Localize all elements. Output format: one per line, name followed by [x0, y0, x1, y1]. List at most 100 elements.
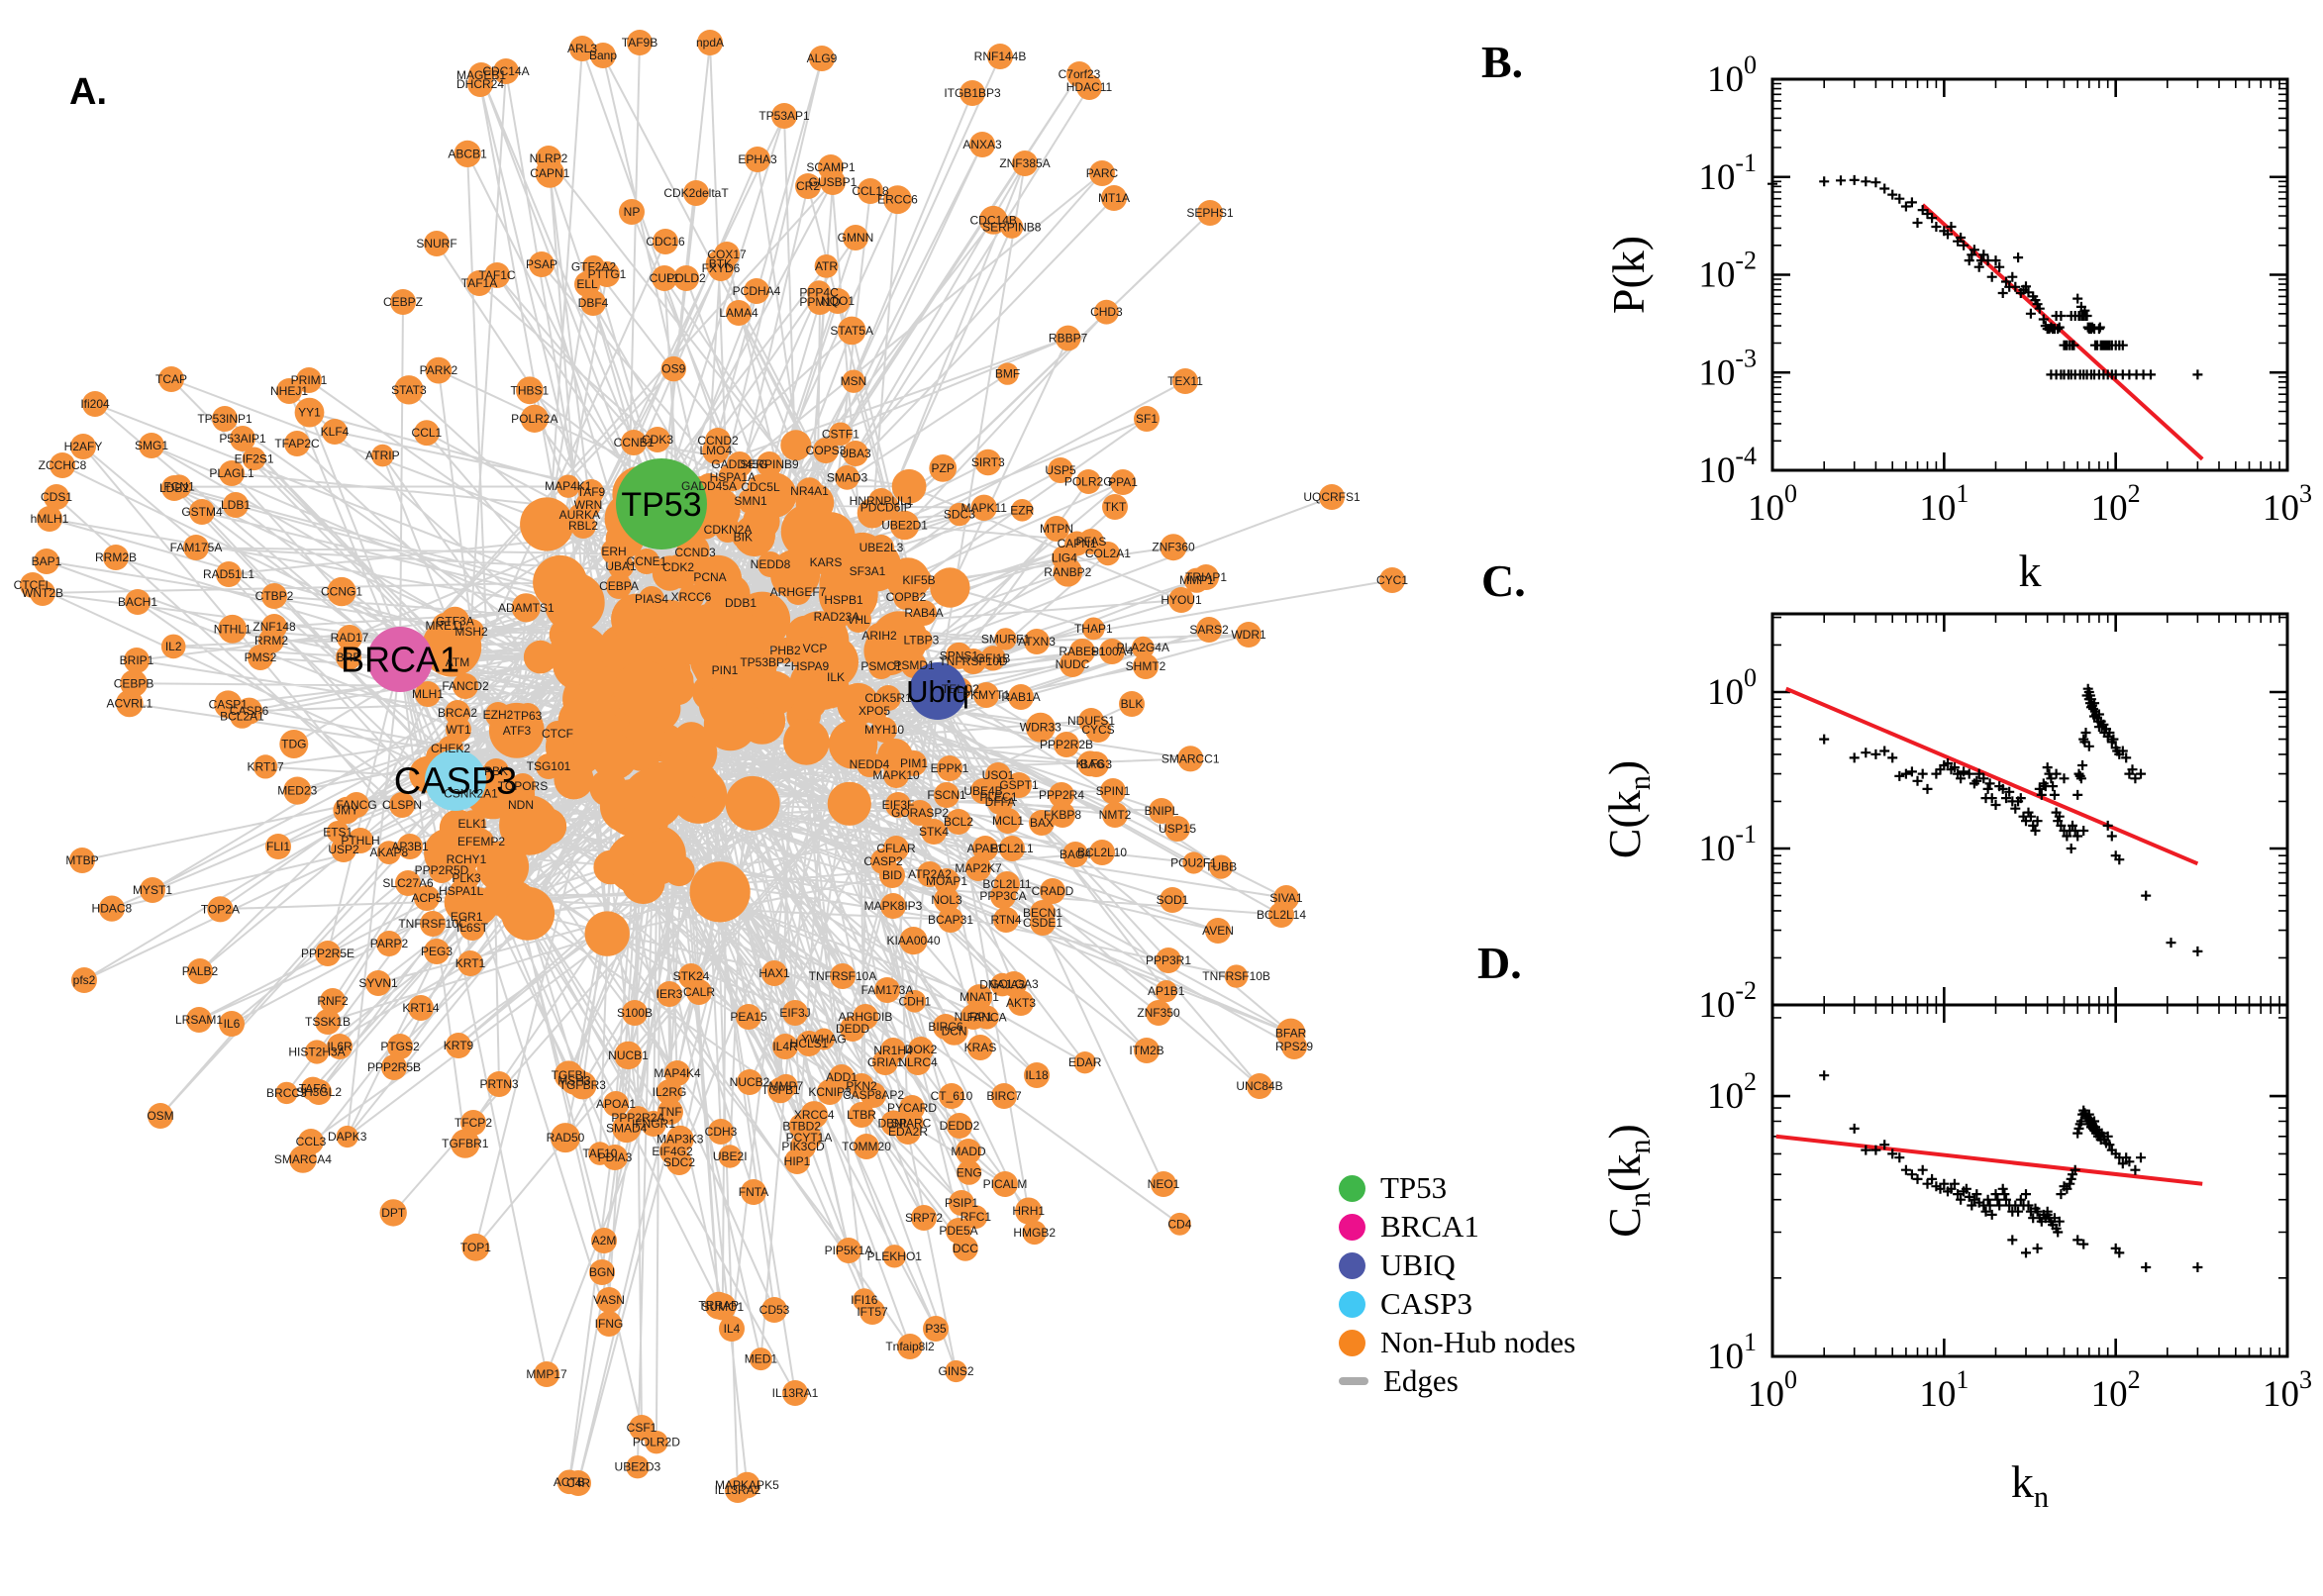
non-hub-node [284, 431, 310, 456]
non-hub-node [1094, 299, 1119, 325]
non-hub-node [1134, 406, 1160, 432]
gene-label: BLK [1121, 697, 1144, 711]
non-hub-node [387, 1034, 413, 1059]
gene-label: XRCC4 [794, 1108, 835, 1122]
non-hub-node [963, 1205, 988, 1229]
non-hub-node [937, 755, 962, 781]
gene-label: EPPK1 [931, 761, 969, 775]
non-hub-node [1160, 534, 1187, 561]
non-hub-node [835, 464, 859, 490]
non-hub-node [545, 721, 570, 747]
non-hub-node [379, 1199, 407, 1227]
gene-label: ITGB1BP3 [944, 86, 1001, 100]
non-hub-node [1085, 717, 1111, 743]
non-hub-node [580, 290, 606, 316]
gene-label: RPS29 [1275, 1040, 1313, 1053]
gene-label: PPP3R1 [1146, 953, 1191, 967]
hub-node-tp53 [616, 458, 707, 549]
non-hub-node [451, 1129, 480, 1158]
gene-label: MT1A [1098, 191, 1130, 205]
gene-label: BFAR [1275, 1026, 1307, 1040]
non-hub-node [978, 205, 1008, 235]
gene-label: SMN1 [734, 494, 767, 508]
non-hub-node [1224, 964, 1249, 988]
gene-label: CDH1 [898, 994, 931, 1008]
gene-label: LDB1 [221, 498, 251, 512]
non-hub-node [956, 1139, 981, 1164]
gene-label: SYVN1 [358, 976, 398, 990]
non-hub-node [116, 689, 144, 718]
non-hub-node [1077, 750, 1103, 777]
non-hub-node [619, 199, 645, 225]
gene-label: BRE [337, 650, 361, 664]
gene-label: TGFBR1 [442, 1137, 489, 1150]
non-hub-node [1060, 651, 1085, 677]
non-hub-node [596, 1311, 622, 1337]
non-hub-node [589, 1259, 615, 1285]
non-hub-node [1168, 587, 1194, 613]
plot-frame [1770, 77, 2289, 472]
gene-label: WT1 [446, 723, 471, 737]
panel-a-label: A. [69, 71, 107, 113]
network-gene-nodes [20, 30, 1405, 1503]
gene-label: EIF2S1 [235, 451, 274, 465]
gene-label: CDC5L [741, 480, 780, 494]
gene-label: PCYT1A [786, 1131, 833, 1145]
gene-label: SHMT2 [1126, 659, 1166, 673]
non-hub-node [1164, 816, 1190, 842]
non-hub-node [1040, 878, 1065, 904]
gene-label: DEDD [836, 1022, 869, 1036]
non-hub-node [780, 430, 812, 461]
gene-label: SMAD4 [606, 1122, 648, 1136]
gene-label: FSCN1 [927, 788, 966, 802]
gene-label: RBBP7 [1049, 332, 1088, 346]
y-axis-label-d: Cn(kn) [1599, 1124, 1657, 1238]
non-hub-node [683, 180, 709, 206]
non-hub-node [686, 979, 712, 1005]
gene-label: HMGB2 [1013, 1226, 1056, 1240]
gene-label: APOA1 [596, 1097, 636, 1111]
non-hub-node [376, 931, 402, 956]
gene-label: PLEKHO1 [867, 1249, 923, 1263]
non-hub-node [608, 553, 634, 579]
gene-label: RAB4A [904, 606, 943, 620]
gene-label: PIN1 [712, 663, 739, 677]
node-swatch-icon [1339, 1251, 1365, 1279]
non-hub-node [627, 30, 653, 55]
gene-label: CFLAR [876, 842, 916, 855]
gene-label: CDK3 [642, 433, 673, 447]
non-hub-node [326, 821, 350, 844]
gene-label: STK24 [673, 969, 710, 983]
gene-label: PSMC1 [860, 659, 902, 673]
gene-label: IL2 [165, 640, 182, 653]
gene-label: AP1B1 [1148, 984, 1185, 998]
non-hub-node [315, 1009, 341, 1035]
gene-label: GSPT1 [999, 778, 1039, 792]
gene-label: EIF3F [882, 798, 915, 812]
gene-label: NUDC [1056, 657, 1090, 671]
non-hub-node [554, 640, 599, 685]
non-hub-node [1015, 1197, 1043, 1225]
non-hub-node [682, 540, 708, 565]
non-hub-node [761, 960, 787, 986]
gene-label: PPP2R5D [415, 863, 469, 877]
non-hub-node [584, 911, 630, 956]
gene-label: UBA1 [605, 559, 637, 573]
non-hub-node [218, 614, 248, 644]
non-hub-node [945, 642, 972, 669]
gene-label: COPS3 [806, 444, 847, 457]
gene-label: CAPN1 [1058, 537, 1097, 550]
gene-label: SARS2 [1189, 623, 1229, 637]
non-hub-node [424, 939, 450, 964]
non-hub-node [990, 883, 1016, 909]
non-hub-node [414, 885, 440, 911]
non-hub-node [103, 545, 129, 570]
gene-label: ANXA3 [962, 138, 1002, 151]
gene-label: PPP4C [799, 285, 839, 299]
non-hub-node [1168, 1212, 1191, 1236]
non-hub-node [744, 278, 769, 304]
gene-label: COL2A1 [1085, 547, 1131, 560]
non-hub-node [186, 1007, 212, 1033]
non-hub-node [994, 628, 1017, 650]
non-hub-node [1008, 684, 1034, 710]
